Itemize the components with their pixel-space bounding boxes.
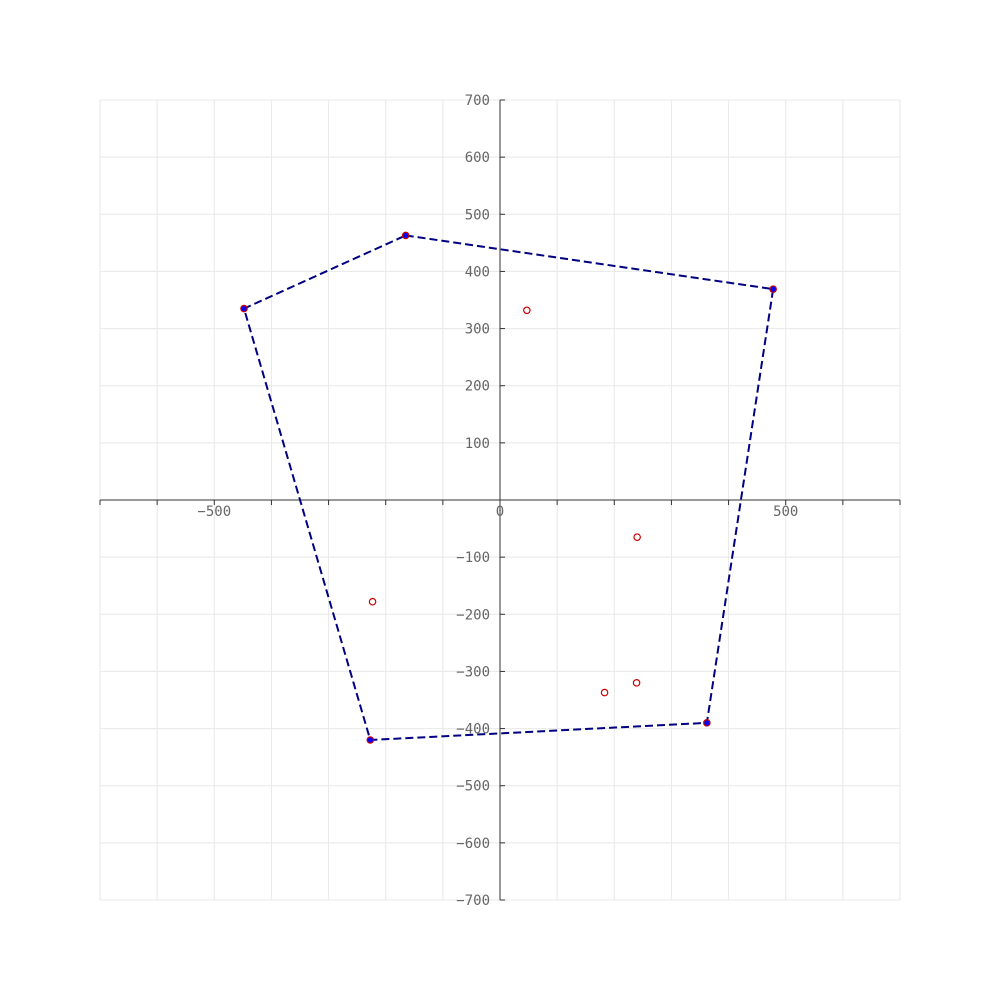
x-tick-label: 500 <box>773 504 798 520</box>
data-point <box>240 304 248 313</box>
data-point <box>632 679 641 687</box>
hull-vertex-point <box>402 232 409 239</box>
y-tick-label: −200 <box>456 607 490 623</box>
hull-vertex-point <box>367 737 374 743</box>
data-point <box>600 688 609 697</box>
y-tick-label: −500 <box>456 779 490 795</box>
hull-vertex-point <box>703 719 710 726</box>
x-tick-label: 0 <box>496 504 504 520</box>
tick-labels: −500 0 500 700 600 500 400 300 200 100 −100 −200 −30… <box>197 93 798 909</box>
hull-polygon <box>242 234 775 742</box>
x-tick-label: −500 <box>197 504 231 520</box>
data-point <box>366 736 375 744</box>
y-tick-label: 700 <box>465 93 490 109</box>
y-tick-label: −100 <box>456 550 490 566</box>
axes <box>99 99 901 901</box>
point-series <box>240 231 777 744</box>
data-point <box>633 533 641 541</box>
y-tick-label: −700 <box>456 893 490 909</box>
y-tick-label: 400 <box>465 264 490 280</box>
y-tick-label: 300 <box>465 322 490 338</box>
y-tick-label: −600 <box>456 836 490 852</box>
y-tick-label: 100 <box>465 436 490 452</box>
y-tick-label: −300 <box>456 664 490 680</box>
hull-vertex-point <box>241 305 247 312</box>
y-tick-label: 600 <box>465 150 490 166</box>
data-point <box>703 719 711 727</box>
hull-series <box>241 232 777 743</box>
y-tick-label: 200 <box>465 379 490 395</box>
data-point <box>368 597 377 606</box>
data-point <box>401 231 410 240</box>
y-tick-label: 500 <box>465 207 490 223</box>
data-point <box>769 285 777 293</box>
data-point <box>523 306 531 315</box>
hull-vertex-point <box>770 286 777 293</box>
